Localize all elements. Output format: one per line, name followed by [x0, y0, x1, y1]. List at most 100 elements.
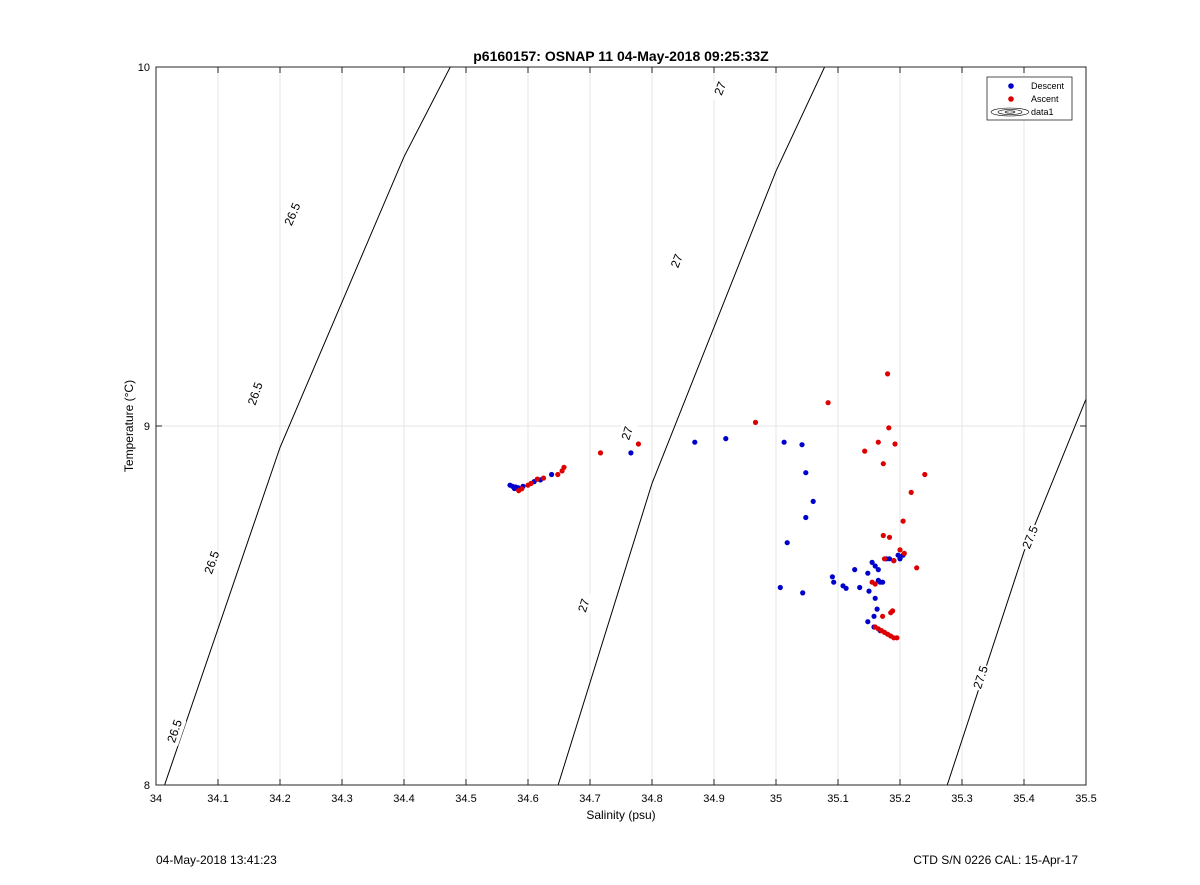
footer-ctd-info: CTD S/N 0226 CAL: 15-Apr-17 — [913, 853, 1078, 867]
legend-marker-descent — [1008, 83, 1014, 89]
x-axis-label: Salinity (psu) — [586, 808, 655, 822]
series-ascent — [516, 371, 928, 641]
isopycnal-line-27.5 — [946, 397, 1086, 785]
isopycnal-label-bg — [243, 378, 267, 409]
x-tick-label: 35.3 — [951, 793, 972, 805]
ascent-point — [914, 565, 920, 571]
ascent-point — [872, 581, 878, 587]
x-tick-label: 34.4 — [393, 793, 414, 805]
isopycnal-label-group: 27.5 — [968, 662, 993, 693]
ascent-point — [862, 448, 868, 454]
footer-timestamp: 04-May-2018 13:41:23 — [156, 853, 277, 867]
x-tick-label: 35.2 — [889, 793, 910, 805]
isopycnal-label-group: 27 — [707, 73, 733, 104]
x-tick-label: 34.8 — [641, 793, 662, 805]
ascent-point — [880, 613, 886, 619]
x-tick-label: 34.1 — [207, 793, 228, 805]
descent-point — [800, 590, 806, 596]
descent-point — [810, 498, 816, 504]
ascent-point — [908, 489, 914, 495]
legend[interactable]: Descent Ascent data1 — [986, 76, 1073, 121]
isopycnal-label-group: 27 — [572, 590, 596, 621]
density-contours: 26.5 26.5 26.5 26.5 27 27 27 27 27.5 27.5 — [162, 67, 1086, 785]
isopycnal-label-bg — [1017, 522, 1043, 553]
isopycnal-label-group: 27 — [664, 245, 690, 276]
isopycnal-line-26.5 — [164, 67, 451, 785]
descent-point — [871, 613, 877, 619]
legend-box — [986, 76, 1073, 121]
isopycnal-line-27 — [557, 67, 826, 785]
descent-point — [803, 470, 809, 476]
descent-point — [692, 439, 698, 445]
ascent-point — [901, 550, 907, 557]
ascent-point — [561, 464, 567, 470]
x-tick-label: 34.5 — [455, 793, 476, 805]
ascent-point — [891, 558, 897, 564]
isopycnal-label-group: 27 — [615, 418, 639, 448]
isopycnal-label-bg — [572, 590, 596, 621]
descent-point — [843, 585, 849, 591]
ascent-point — [886, 425, 892, 431]
descent-point — [857, 584, 863, 591]
isopycnal-label-bg — [200, 547, 224, 578]
descent-point — [865, 570, 871, 576]
x-tick-label: 34.9 — [703, 793, 724, 805]
descent-point — [781, 439, 787, 445]
x-tick-label: 34.6 — [517, 793, 538, 805]
ascent-point — [540, 475, 547, 481]
data-points — [507, 371, 928, 641]
x-tick-label: 35.1 — [827, 793, 848, 805]
ascent-point — [528, 480, 534, 486]
descent-point — [852, 567, 858, 573]
ascent-point — [875, 439, 881, 445]
descent-point — [866, 588, 872, 594]
descent-point — [869, 559, 875, 566]
isopycnal-label-group: 26.5 — [200, 547, 224, 578]
isopycnal-label-bg — [279, 199, 305, 230]
isopycnal-label: 27 — [668, 252, 686, 270]
descent-point — [829, 574, 836, 580]
descent-point — [723, 436, 729, 442]
descent-point — [784, 540, 790, 546]
ascent-point — [534, 476, 540, 482]
ascent-point — [892, 441, 898, 447]
legend-label-data1: data1 — [1031, 107, 1054, 117]
ascent-point — [922, 471, 928, 478]
ascent-point — [886, 534, 893, 540]
axis-ticks: 34 34.1 34.2 34.3 34.4 34.5 34.6 34.7 34.8 34.9 35… — [138, 62, 1097, 805]
descent-point — [875, 577, 881, 584]
descent-point — [803, 514, 809, 521]
x-tick-label: 35.5 — [1075, 793, 1096, 805]
descent-point — [880, 579, 886, 585]
isopycnal-label-bg — [162, 716, 187, 746]
ascent-point — [519, 486, 525, 492]
descent-point — [897, 556, 903, 562]
isopycnal-label-bg — [968, 662, 993, 693]
ascent-point — [880, 532, 886, 539]
ascent-point — [597, 450, 604, 456]
isopycnal-label: 27 — [575, 597, 592, 614]
ascent-point — [752, 419, 759, 425]
ascent-point — [897, 547, 903, 553]
legend-contour-icon — [990, 107, 1030, 117]
chart-title: p6160157: OSNAP 11 04-May-2018 09:25:33Z — [473, 48, 769, 64]
isopycnal-label-group: 27.5 — [1017, 522, 1043, 553]
ascent-point — [881, 556, 888, 562]
x-tick-label: 34.2 — [269, 793, 290, 805]
isopycnal-label-bg — [664, 245, 690, 276]
y-tick-label: 10 — [138, 62, 150, 74]
isopycnal-label: 27 — [711, 79, 729, 97]
ascent-point — [885, 371, 891, 377]
descent-point — [628, 450, 634, 456]
legend-label-ascent: Ascent — [1031, 94, 1059, 104]
x-tick-label: 34.7 — [579, 793, 600, 805]
descent-point — [831, 579, 837, 585]
y-tick-label: 8 — [144, 780, 150, 792]
ascent-point — [825, 400, 831, 406]
isopycnal-label-bg — [615, 418, 639, 448]
descent-point — [886, 556, 893, 562]
isopycnal-label-group: 26.5 — [279, 199, 305, 230]
descent-point — [777, 584, 783, 591]
ascent-point — [890, 608, 896, 614]
